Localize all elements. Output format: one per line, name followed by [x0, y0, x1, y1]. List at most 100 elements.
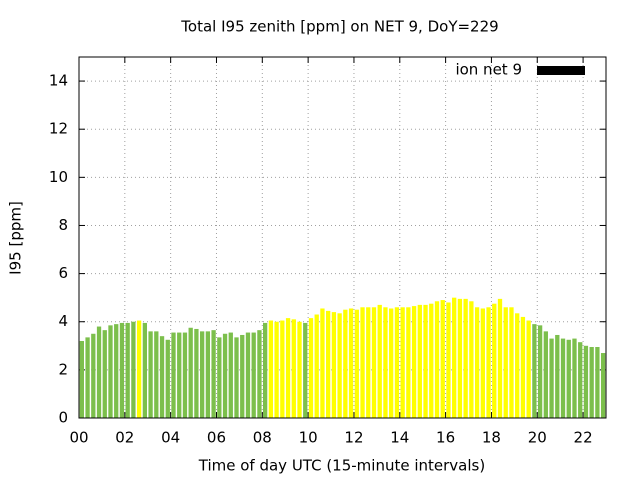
bar: [469, 301, 474, 418]
bar: [343, 309, 348, 418]
plot-border: [78, 56, 607, 419]
bar: [177, 332, 182, 418]
bar: [291, 319, 296, 418]
bar: [348, 308, 354, 418]
y-tick-label: 2: [58, 360, 68, 378]
bar: [274, 321, 279, 418]
x-tick-label: 18: [482, 429, 501, 447]
bar: [263, 322, 268, 418]
x-tick-label: 08: [253, 429, 272, 447]
bar: [96, 326, 102, 418]
bar: [377, 304, 382, 418]
bar: [463, 298, 468, 418]
x-tick-label: 10: [299, 429, 318, 447]
bar: [434, 301, 440, 418]
bar: [148, 331, 153, 418]
y-tick-label: 0: [58, 409, 68, 427]
bar: [194, 328, 199, 418]
bar: [136, 320, 142, 418]
bar: [114, 324, 119, 418]
x-tick-label: 22: [574, 429, 593, 447]
bar: [537, 325, 543, 418]
bar: [171, 332, 176, 418]
legend-swatch: [537, 66, 585, 75]
bar: [234, 337, 239, 418]
bar: [406, 307, 411, 418]
x-tick-label: 20: [528, 429, 547, 447]
bar: [417, 304, 422, 418]
bar: [108, 325, 113, 418]
bar: [526, 320, 531, 418]
y-tick-label: 4: [58, 312, 68, 330]
y-tick-label: 10: [49, 168, 68, 186]
bar: [492, 303, 497, 418]
bar: [509, 307, 514, 418]
bar: [549, 338, 554, 418]
bar: [480, 308, 485, 418]
bar: [503, 307, 508, 418]
bar: [85, 337, 90, 418]
bar: [257, 330, 262, 418]
bar: [354, 309, 359, 418]
bar: [446, 302, 451, 418]
bar: [555, 334, 560, 418]
bar: [314, 314, 319, 418]
bar: [79, 340, 84, 418]
bar: [515, 313, 520, 418]
y-tick-label: 6: [58, 264, 68, 282]
bar: [589, 347, 594, 418]
bar: [308, 318, 314, 418]
bar: [360, 307, 365, 418]
bar: [102, 330, 107, 418]
bar: [400, 307, 405, 418]
bar: [211, 330, 216, 418]
bar: [595, 347, 600, 418]
bar: [205, 331, 211, 418]
bar: [423, 304, 428, 418]
bar: [532, 324, 537, 418]
legend-label: ion net 9: [455, 61, 522, 79]
bar: [366, 307, 371, 418]
bar: [389, 308, 394, 418]
chart-title: Total I95 zenith [ppm] on NET 9, DoY=229: [180, 18, 498, 36]
bar: [217, 337, 222, 418]
bar: [240, 334, 245, 418]
bar: [159, 336, 165, 418]
bar: [199, 331, 205, 418]
bar: [91, 333, 96, 418]
y-tick-label: 14: [49, 72, 68, 90]
bar: [297, 321, 302, 418]
bar: [320, 308, 325, 418]
y-axis-label: I95 [ppm]: [7, 201, 25, 275]
y-tick-label: 12: [49, 120, 68, 138]
bar: [337, 313, 342, 418]
bar: [182, 332, 188, 418]
bar: [474, 307, 480, 418]
bar: [560, 338, 566, 418]
x-tick-label: 06: [207, 429, 226, 447]
bar: [383, 307, 388, 418]
y-tick-label: 8: [58, 216, 68, 234]
bar: [578, 342, 583, 418]
bar: [245, 332, 251, 418]
x-tick-label: 14: [390, 429, 409, 447]
bar: [280, 320, 285, 418]
bar: [520, 316, 526, 418]
bar: [566, 339, 571, 418]
bar: [268, 320, 274, 418]
bar: [600, 353, 606, 418]
x-tick-label: 12: [344, 429, 363, 447]
x-tick-label: 00: [69, 429, 88, 447]
bar: [411, 306, 417, 418]
bar: [429, 303, 434, 418]
bar: [228, 332, 233, 418]
x-tick-label: 16: [436, 429, 455, 447]
x-axis-label: Time of day UTC (15-minute intervals): [198, 457, 485, 475]
bar: [452, 297, 457, 418]
bar: [131, 321, 136, 418]
bar: [572, 338, 577, 418]
bar: [125, 322, 130, 418]
bar: [303, 322, 308, 418]
bar: [497, 298, 503, 418]
